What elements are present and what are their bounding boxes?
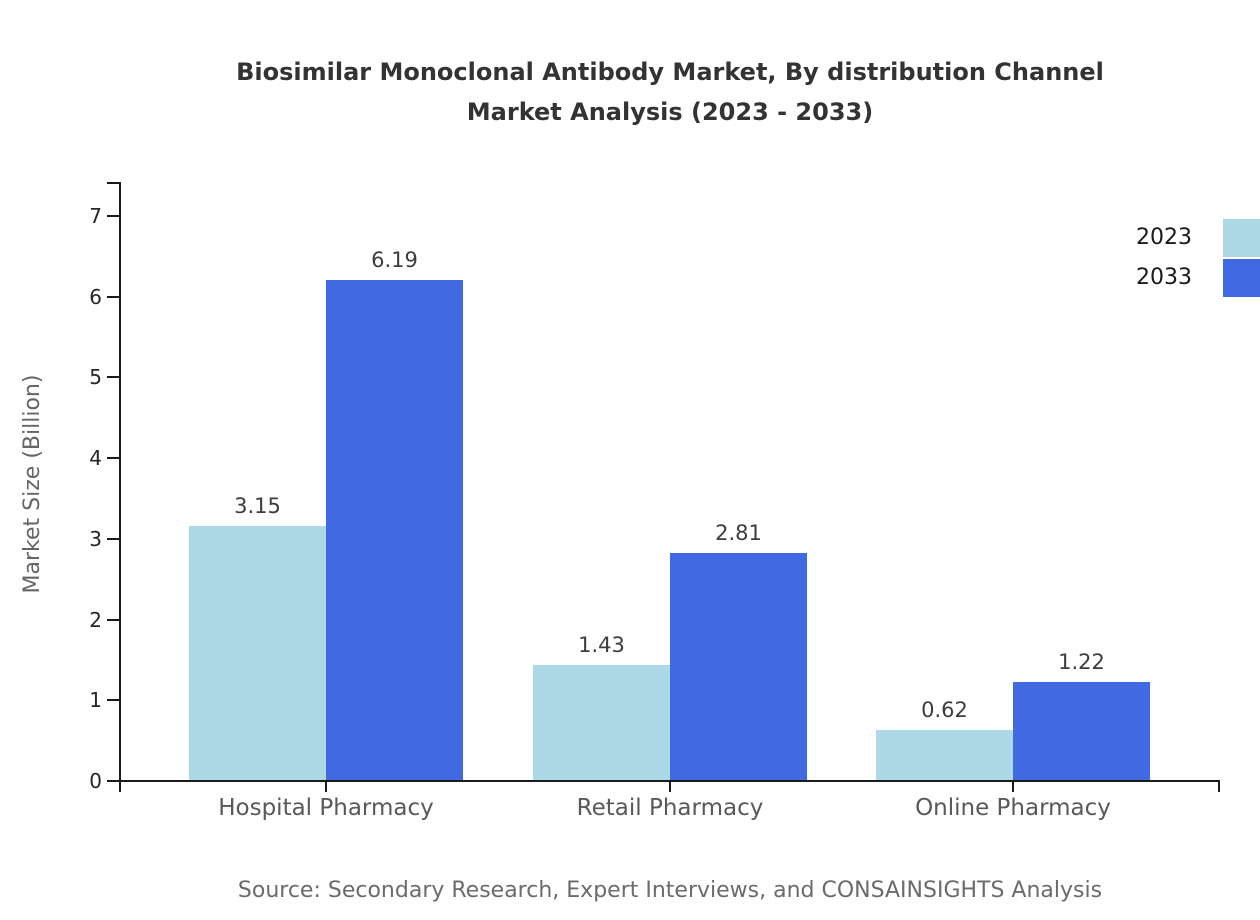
y-tick-label: 5: [89, 365, 102, 390]
bar-2023-online-pharmacy: [876, 729, 1013, 780]
y-tick-label: 2: [89, 607, 102, 632]
y-tick-label: 3: [89, 526, 102, 551]
y-tick-mark: [107, 618, 119, 621]
value-label-2023-retail-pharmacy: 1.43: [578, 632, 625, 657]
y-tick-label: 4: [89, 446, 102, 471]
legend-swatch-2033: [1223, 259, 1260, 297]
x-axis-label-retail-pharmacy: Retail Pharmacy: [576, 795, 764, 821]
source-note: Source: Secondary Research, Expert Inter…: [237, 878, 1103, 903]
y-tick-mark: [107, 537, 119, 540]
value-label-2023-hospital-pharmacy: 3.15: [234, 493, 281, 518]
y-tick-label: 0: [89, 769, 102, 793]
legend-swatch-2023: [1223, 219, 1260, 257]
y-tick-mark: [107, 215, 119, 217]
chart-title: Biosimilar Monoclonal Antibody Market, B…: [80, 52, 1260, 132]
y-tick-mark: [107, 457, 119, 460]
y-tick-mark: [107, 780, 119, 782]
x-tick-mark: [1012, 780, 1014, 792]
value-label-2033-hospital-pharmacy: 6.19: [371, 248, 418, 273]
y-axis-top-cap: [107, 182, 121, 184]
y-tick-mark: [107, 376, 119, 379]
bar-2023-hospital-pharmacy: [189, 525, 326, 780]
value-label-2033-online-pharmacy: 1.22: [1058, 649, 1105, 674]
value-label-2023-online-pharmacy: 0.62: [921, 697, 968, 722]
y-tick-label: 6: [89, 284, 102, 309]
y-tick-label: 1: [89, 688, 102, 713]
x-tick-mark: [669, 780, 671, 792]
y-axis-line: [119, 182, 121, 792]
legend-label-2023: 2023: [1136, 225, 1192, 250]
y-tick-label: 7: [89, 204, 102, 228]
y-axis-title: Market Size (Billion): [20, 374, 45, 594]
chart-title-line2: Market Analysis (2023 - 2033): [466, 98, 874, 126]
bar-2033-hospital-pharmacy: [326, 280, 463, 780]
y-tick-mark: [107, 699, 119, 702]
x-axis-label-online-pharmacy: Online Pharmacy: [915, 795, 1111, 821]
x-axis-label-hospital-pharmacy: Hospital Pharmacy: [218, 795, 434, 821]
bar-2033-online-pharmacy: [1013, 681, 1150, 780]
x-tick-mark: [325, 780, 327, 792]
y-tick-mark: [107, 295, 119, 298]
bar-2033-retail-pharmacy: [670, 553, 807, 780]
legend-label-2033: 2033: [1136, 265, 1192, 290]
x-axis-end-cap: [1218, 780, 1220, 792]
bar-2023-retail-pharmacy: [533, 664, 670, 780]
chart-title-line1: Biosimilar Monoclonal Antibody Market, B…: [236, 58, 1104, 86]
value-label-2033-retail-pharmacy: 2.81: [715, 521, 762, 546]
